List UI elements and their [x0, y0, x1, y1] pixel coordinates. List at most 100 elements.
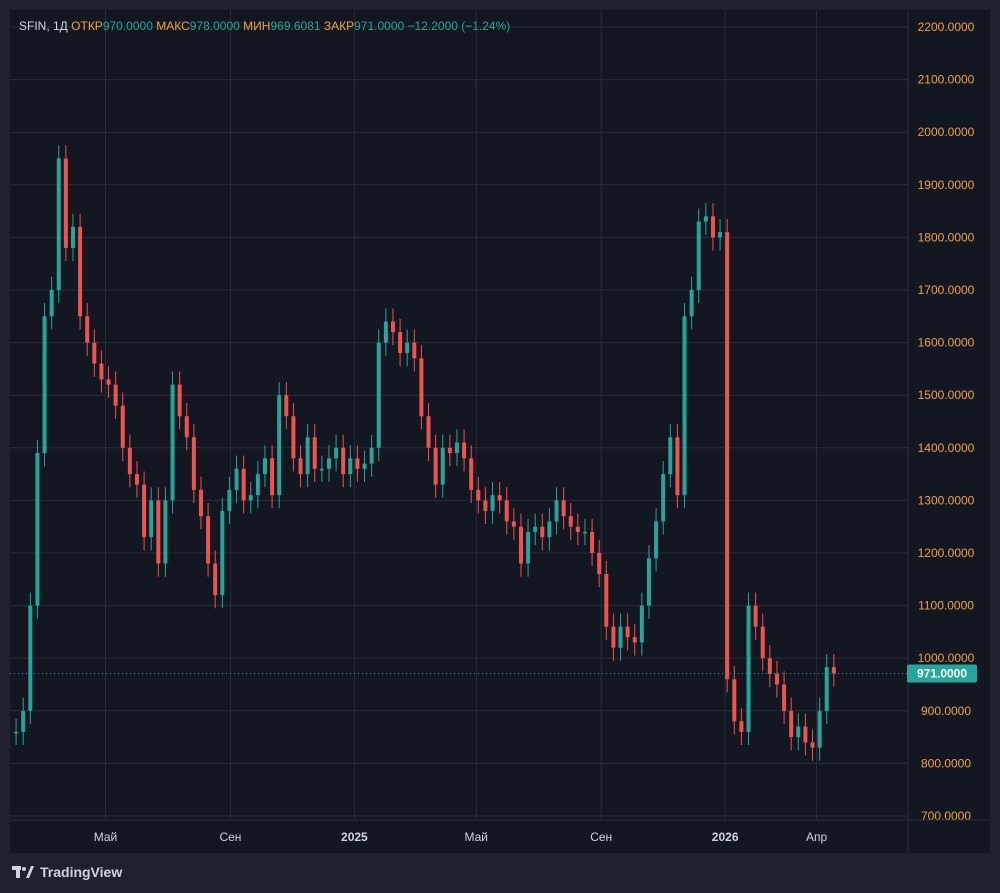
- tradingview-logo[interactable]: TradingView: [12, 864, 122, 880]
- candle-body: [497, 495, 502, 501]
- candle-body: [725, 232, 730, 680]
- candle-body: [383, 321, 388, 343]
- candle-body: [511, 521, 516, 527]
- candle-body: [291, 416, 296, 459]
- candle-body: [390, 321, 395, 333]
- candle-body: [654, 521, 659, 559]
- candle-body: [426, 416, 431, 448]
- candle-body: [604, 574, 609, 627]
- candle-body: [142, 484, 147, 538]
- candle-body: [668, 437, 673, 475]
- candle-body: [248, 495, 253, 501]
- candle-body: [28, 605, 33, 711]
- brand-name: TradingView: [40, 864, 123, 880]
- candle-body: [206, 516, 211, 564]
- candle-body: [149, 500, 154, 538]
- y-tick-label: 1400.0000: [918, 441, 975, 455]
- candle-body: [796, 726, 801, 738]
- candle-body: [774, 673, 779, 685]
- candle-body: [440, 447, 445, 485]
- candle-body: [753, 605, 758, 627]
- candle-body: [526, 531, 531, 564]
- candle-body: [746, 605, 751, 732]
- x-tick-label: Сен: [219, 830, 241, 844]
- candle-body: [760, 626, 765, 659]
- candle-body: [99, 363, 104, 380]
- candle-body: [433, 447, 438, 485]
- candle-body: [241, 468, 246, 501]
- candle-body: [504, 500, 509, 522]
- low-value: 969.6081: [270, 19, 321, 33]
- candle-body: [198, 489, 203, 517]
- last-price-tag: [907, 664, 977, 683]
- candle-body: [618, 626, 623, 648]
- candle-body: [220, 510, 225, 596]
- candle-body: [334, 447, 339, 459]
- candle-body: [469, 458, 474, 490]
- candle-body: [732, 679, 737, 722]
- candle-body: [312, 437, 317, 469]
- candle-body: [362, 463, 367, 469]
- candle-body: [355, 458, 360, 469]
- x-tick-label: Май: [94, 830, 118, 844]
- candle-body: [675, 437, 680, 496]
- candle-body: [611, 626, 616, 648]
- candle-body: [547, 521, 552, 538]
- candle-body: [277, 395, 282, 496]
- open-value: 970.0000: [102, 19, 153, 33]
- candle-body: [21, 710, 26, 732]
- last-price-label: 971.0000: [917, 666, 967, 680]
- candle-body: [533, 526, 538, 532]
- y-tick-label: 1900.0000: [918, 178, 975, 192]
- candle-body: [597, 553, 602, 575]
- candle-body: [710, 216, 715, 238]
- candle-body: [113, 384, 118, 406]
- candle-body: [462, 442, 467, 459]
- candle-body: [78, 226, 83, 317]
- candle-body: [49, 290, 54, 317]
- x-tick-label: 2026: [712, 830, 739, 844]
- candle-body: [632, 637, 637, 643]
- candle-body: [447, 447, 452, 454]
- x-tick-label: Апр: [806, 830, 828, 844]
- candle-body: [767, 658, 772, 674]
- candle-body: [831, 667, 836, 674]
- candle-body: [682, 316, 687, 496]
- open-label: ОТКР: [71, 19, 103, 33]
- candle-body: [575, 526, 580, 532]
- close-value: 971.0000: [354, 19, 405, 33]
- candle-body: [810, 742, 815, 748]
- candle-body: [696, 221, 701, 290]
- tradingview-icon: [12, 866, 34, 878]
- candle-body: [568, 516, 573, 527]
- candle-body: [518, 526, 523, 564]
- high-value: 978.0000: [189, 19, 240, 33]
- high-label: МАКС: [156, 19, 190, 33]
- candle-body: [348, 458, 353, 475]
- candle-body: [234, 468, 239, 490]
- y-tick-label: 1100.0000: [918, 599, 974, 613]
- y-tick-label: 800.0000: [921, 756, 971, 770]
- candle-body: [341, 447, 346, 475]
- candle-body: [255, 474, 260, 496]
- candle-body: [419, 358, 424, 417]
- candle-body: [412, 342, 417, 359]
- candle-body: [803, 726, 808, 743]
- candle-body: [718, 232, 723, 238]
- low-label: МИН: [243, 19, 271, 33]
- candle-body: [376, 342, 381, 448]
- candle-body: [127, 447, 132, 475]
- candle-body: [824, 667, 829, 711]
- candle-body: [191, 437, 196, 490]
- y-tick-label: 900.0000: [921, 704, 971, 718]
- candle-body: [582, 531, 587, 534]
- y-tick-label: 1300.0000: [918, 493, 975, 507]
- symbol-label[interactable]: SFIN, 1Д: [19, 19, 68, 33]
- candle-body: [213, 563, 218, 596]
- candle-body: [14, 731, 19, 734]
- candle-body: [646, 558, 651, 606]
- candle-body: [817, 710, 822, 748]
- candle-body: [689, 290, 694, 317]
